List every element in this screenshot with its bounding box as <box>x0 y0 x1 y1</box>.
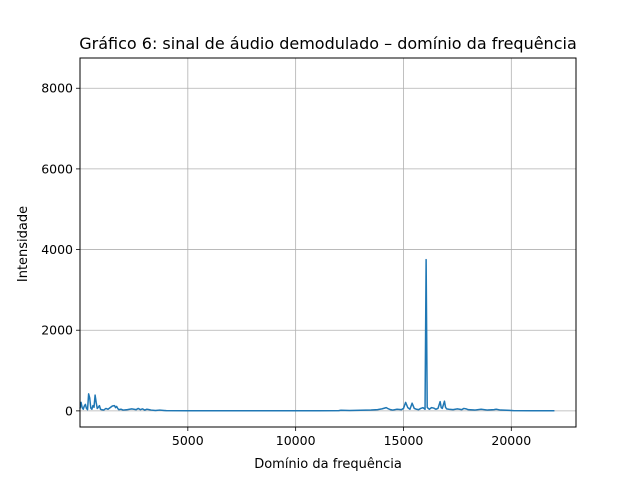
chart-title: Gráfico 6: sinal de áudio demodulado – d… <box>79 34 577 53</box>
y-tick-label: 0 <box>65 403 73 418</box>
series-line-0 <box>79 258 555 412</box>
y-axis-label: Intensidade <box>16 206 31 282</box>
plot-area <box>79 258 555 412</box>
y-tick-label: 8000 <box>41 81 73 96</box>
x-tick-label: 15000 <box>384 433 424 448</box>
y-tick-label: 4000 <box>41 242 73 257</box>
ticks: 5000 10000 15000 20000 0 2000 4000 6000 8000 <box>41 81 531 448</box>
x-axis-label: Domínio da frequência <box>254 457 402 472</box>
x-tick-label: 10000 <box>276 433 316 448</box>
grid <box>80 58 576 427</box>
y-tick-label: 6000 <box>41 161 73 176</box>
x-tick-label: 20000 <box>491 433 531 448</box>
y-tick-label: 2000 <box>41 323 73 338</box>
axes-frame <box>79 57 577 428</box>
x-tick-label: 5000 <box>172 433 204 448</box>
